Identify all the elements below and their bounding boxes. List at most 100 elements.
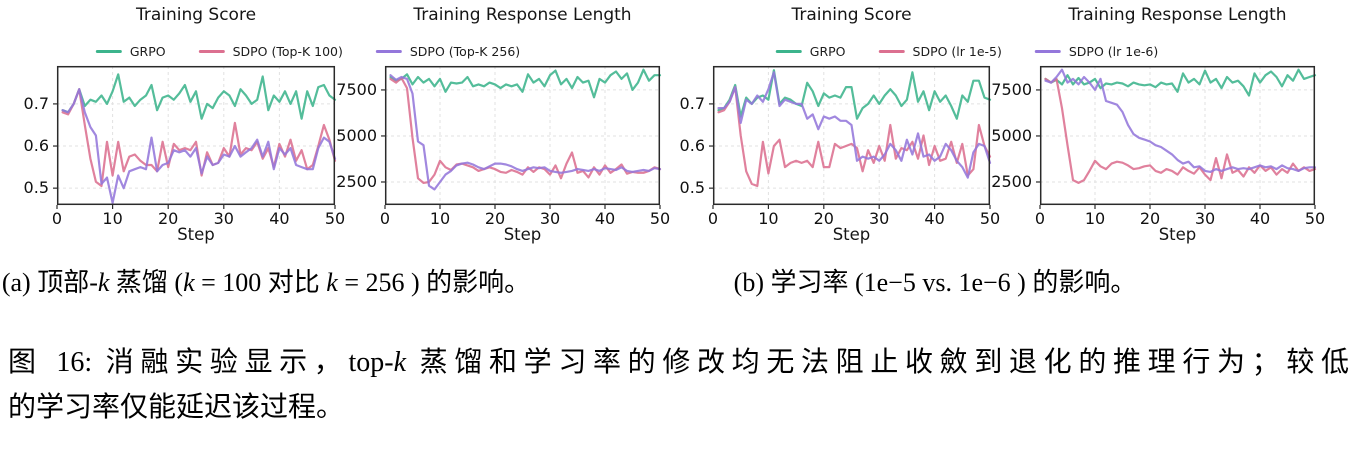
x-tick-label: 30 [1194, 209, 1216, 228]
caption-a-text4: = 256 ) 的影响。 [337, 268, 531, 297]
y-tick-label: 2500 [336, 171, 377, 191]
legend-label: SDPO (Top-K 256) [409, 44, 521, 59]
plot-canvas [53, 65, 337, 209]
x-tick-label: 40 [269, 209, 290, 228]
legend-item-sdpo-lr-1e-5-: SDPO (lr 1e-5) [878, 44, 1002, 59]
x-tick-label: 0 [51, 209, 63, 228]
subcaption-a: (a) 顶部-k 蒸馏 (k = 100 对比 k = 256 ) 的影响。 [2, 262, 530, 299]
legend-label: SDPO (lr 1e-6) [1068, 44, 1159, 59]
y-tick-label: 0.6 [23, 136, 49, 156]
chart-title-length-a: Training Response Length [413, 5, 632, 25]
plot-training-score-a [53, 65, 337, 209]
figcap-k: k [393, 347, 406, 378]
plot-border [384, 65, 661, 206]
caption-a-k1: k [97, 268, 110, 297]
plot-canvas [381, 65, 662, 209]
series-line-sdpo-lr-1e-6- [1044, 68, 1317, 174]
x-tick-label: 50 [649, 209, 671, 228]
x-tick-label: 0 [707, 209, 719, 228]
figcap-text1: 图 16: 消融实验显示，top- [8, 347, 394, 378]
legend-swatch [1034, 50, 1061, 53]
series-line-grpo [1044, 68, 1317, 97]
legend-label: SDPO (lr 1e-5) [912, 44, 1002, 59]
y-tick-label: 0.7 [679, 93, 705, 113]
x-tick-label: 50 [324, 209, 346, 228]
x-tick-label: 20 [813, 209, 834, 228]
legend-item-grpo: GRPO [95, 44, 166, 59]
subcaption-b: (b) 学习率 (1e−5 vs. 1e−6 ) 的影响。 [733, 268, 1137, 297]
y-tick-label: 0.5 [679, 178, 705, 198]
y-tick-label: 0.5 [23, 178, 49, 198]
figcap-text2: 蒸馏和学习率的修改均无法阻止收斂到退化的推理行为；较低 [406, 347, 1349, 378]
figure-caption-line2: 的学习率仅能延迟该过程。 [8, 392, 345, 423]
caption-a-text2: 蒸馏 ( [109, 268, 184, 297]
plot-border [1039, 65, 1316, 206]
x-tick-label: 30 [213, 209, 234, 228]
plot-canvas [1036, 65, 1317, 209]
y-tick-label: 7500 [336, 79, 377, 99]
x-tick-label: 50 [1304, 209, 1326, 228]
plot-canvas [709, 65, 992, 209]
xlabel-step-1: Step [177, 225, 215, 244]
series-line-grpo [389, 68, 662, 99]
chart-title-score-a: Training Score [135, 5, 257, 25]
plot-response-length-b [1036, 65, 1317, 209]
series-line-sdpo-lr-1e-5- [1044, 77, 1317, 185]
series-line-grpo [717, 69, 992, 120]
y-tick-label: 5000 [991, 125, 1032, 145]
x-tick-label: 10 [758, 209, 779, 228]
legend-label: SDPO (Top-K 100) [232, 44, 343, 59]
plot-training-score-b [709, 65, 992, 209]
legend-label: GRPO [129, 44, 166, 59]
figure-caption: 图 16: 消融实验显示，top-k 蒸馏和学习率的修改均无法阻止收斂到退化的推… [8, 340, 1349, 430]
x-tick-label: 10 [429, 209, 451, 228]
caption-a-k2: k [183, 268, 195, 297]
x-tick-label: 50 [979, 209, 1001, 228]
chart-title-length-b: Training Response Length [1068, 5, 1287, 25]
x-tick-label: 40 [1249, 209, 1271, 228]
plot-response-length-a [381, 65, 662, 209]
x-tick-label: 0 [1034, 209, 1046, 228]
legend-item-sdpo-lr-1e-6-: SDPO (lr 1e-6) [1034, 44, 1159, 59]
legend-group-a: GRPO SDPO (Top-K 100) SDPO (Top-K 256) [95, 44, 521, 59]
y-tick-label: 7500 [991, 79, 1032, 99]
series-line-sdpo-top-k-256- [61, 88, 337, 204]
figure-caption-line1: 图 16: 消融实验显示，top-k 蒸馏和学习率的修改均无法阻止收斂到退化的推… [8, 340, 1349, 385]
xlabel-step-2: Step [503, 225, 542, 244]
caption-a-text3: = 100 对比 [194, 268, 327, 297]
y-tick-label: 0.7 [23, 93, 49, 113]
x-tick-label: 20 [158, 209, 179, 228]
legend-swatch [375, 50, 402, 53]
legend-item-sdpo-top-k-100-: SDPO (Top-K 100) [198, 44, 343, 59]
plot-border [56, 65, 336, 206]
caption-a-k3: k [326, 268, 338, 297]
xlabel-step-3: Step [832, 225, 871, 244]
series-line-sdpo-lr-1e-6- [717, 71, 992, 179]
x-tick-label: 30 [539, 209, 561, 228]
legend-item-grpo: GRPO [775, 44, 846, 59]
legend-group-b: GRPO SDPO (lr 1e-5) SDPO (lr 1e-6) [775, 44, 1159, 59]
legend-label: GRPO [809, 44, 846, 59]
legend-swatch [878, 50, 905, 53]
x-tick-label: 20 [1139, 209, 1161, 228]
plot-border [712, 65, 991, 206]
x-tick-label: 10 [102, 209, 123, 228]
series-line-sdpo-top-k-256- [389, 74, 662, 191]
legend-swatch [198, 50, 225, 53]
series-line-grpo [61, 73, 337, 120]
x-tick-label: 40 [594, 209, 616, 228]
legend-swatch [95, 50, 122, 53]
x-tick-label: 10 [1084, 209, 1106, 228]
chart-title-score-b: Training Score [791, 5, 912, 25]
xlabel-step-4: Step [1158, 225, 1197, 244]
caption-a-text: (a) 顶部- [1, 268, 98, 297]
legend-item-sdpo-top-k-256-: SDPO (Top-K 256) [375, 44, 521, 59]
x-tick-label: 30 [869, 209, 890, 228]
y-tick-label: 2500 [991, 171, 1032, 191]
legend-swatch [775, 50, 802, 53]
y-tick-label: 0.6 [679, 136, 705, 156]
y-tick-label: 5000 [336, 125, 377, 145]
x-tick-label: 40 [924, 209, 945, 228]
x-tick-label: 20 [484, 209, 506, 228]
